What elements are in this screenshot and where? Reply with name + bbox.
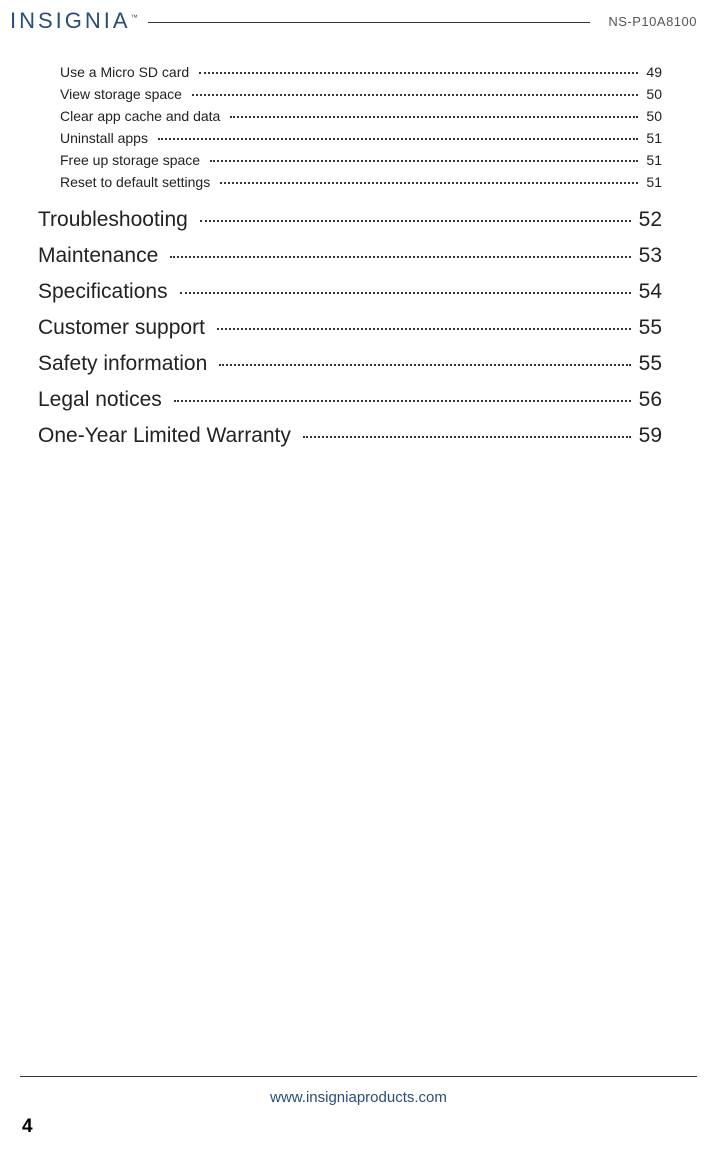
toc-leader-dots bbox=[220, 182, 638, 184]
toc-entry-title: Legal notices bbox=[38, 388, 170, 412]
toc-sub-row: Reset to default settings 51 bbox=[60, 174, 662, 190]
page-header: INSIGNIA™ NS-P10A8100 bbox=[0, 0, 717, 34]
toc-entry-page: 52 bbox=[635, 208, 662, 232]
toc-entry-page: 51 bbox=[642, 174, 662, 190]
toc-entry-page: 54 bbox=[635, 280, 662, 304]
toc-entry-title: One-Year Limited Warranty bbox=[38, 424, 299, 448]
toc-entry-page: 50 bbox=[642, 86, 662, 102]
toc-entry-title: Free up storage space bbox=[60, 152, 206, 168]
toc-leader-dots bbox=[217, 328, 631, 330]
toc-main-row: One-Year Limited Warranty 59 bbox=[38, 424, 662, 448]
toc-leader-dots bbox=[200, 220, 631, 222]
toc-entry-page: 50 bbox=[642, 108, 662, 124]
toc-entry-title: Use a Micro SD card bbox=[60, 64, 195, 80]
toc-leader-dots bbox=[303, 436, 631, 438]
trademark-symbol: ™ bbox=[131, 15, 138, 22]
toc-main-row: Safety information 55 bbox=[38, 352, 662, 376]
brand-logo: INSIGNIA™ bbox=[10, 8, 138, 34]
toc-entry-title: Safety information bbox=[38, 352, 215, 376]
toc-entry-title: Clear app cache and data bbox=[60, 108, 226, 124]
toc-sub-row: Use a Micro SD card 49 bbox=[60, 64, 662, 80]
toc-entry-page: 55 bbox=[635, 316, 662, 340]
toc-main-row: Maintenance 53 bbox=[38, 244, 662, 268]
header-rule bbox=[148, 22, 591, 23]
page-number: 4 bbox=[20, 1116, 697, 1138]
toc-entry-title: Customer support bbox=[38, 316, 213, 340]
document-page: INSIGNIA™ NS-P10A8100 Use a Micro SD car… bbox=[0, 0, 717, 1156]
toc-leader-dots bbox=[199, 72, 638, 74]
toc-leader-dots bbox=[174, 400, 631, 402]
toc-entry-title: Maintenance bbox=[38, 244, 166, 268]
toc-entry-page: 49 bbox=[642, 64, 662, 80]
footer-rule bbox=[20, 1076, 697, 1077]
toc-entry-title: Specifications bbox=[38, 280, 176, 304]
model-number: NS-P10A8100 bbox=[600, 14, 697, 29]
toc-leader-dots bbox=[180, 292, 631, 294]
toc-entry-page: 51 bbox=[642, 130, 662, 146]
toc-leader-dots bbox=[158, 138, 638, 140]
toc-entry-title: Uninstall apps bbox=[60, 130, 154, 146]
toc-leader-dots bbox=[170, 256, 630, 258]
toc-sub-row: Clear app cache and data 50 bbox=[60, 108, 662, 124]
toc-entry-page: 55 bbox=[635, 352, 662, 376]
toc-entry-page: 59 bbox=[635, 424, 662, 448]
toc-sub-row: View storage space 50 bbox=[60, 86, 662, 102]
toc-leader-dots bbox=[230, 116, 638, 118]
toc-main-row: Specifications 54 bbox=[38, 280, 662, 304]
toc-entry-title: Reset to default settings bbox=[60, 174, 216, 190]
footer-url: www.insigniaproducts.com bbox=[20, 1089, 697, 1106]
toc-leader-dots bbox=[210, 160, 638, 162]
toc-main-row: Customer support 55 bbox=[38, 316, 662, 340]
logo-text: INSIGNIA bbox=[10, 8, 131, 33]
toc-sub-section: Use a Micro SD card 49 View storage spac… bbox=[60, 64, 662, 190]
toc-entry-page: 56 bbox=[635, 388, 662, 412]
toc-entry-title: Troubleshooting bbox=[38, 208, 196, 232]
toc-content: Use a Micro SD card 49 View storage spac… bbox=[0, 34, 717, 1076]
toc-sub-row: Uninstall apps 51 bbox=[60, 130, 662, 146]
toc-entry-title: View storage space bbox=[60, 86, 188, 102]
toc-leader-dots bbox=[219, 364, 630, 366]
toc-main-row: Legal notices 56 bbox=[38, 388, 662, 412]
toc-main-row: Troubleshooting 52 bbox=[38, 208, 662, 232]
toc-sub-row: Free up storage space 51 bbox=[60, 152, 662, 168]
toc-entry-page: 53 bbox=[635, 244, 662, 268]
toc-leader-dots bbox=[192, 94, 638, 96]
page-footer: www.insigniaproducts.com 4 bbox=[0, 1076, 717, 1156]
toc-entry-page: 51 bbox=[642, 152, 662, 168]
